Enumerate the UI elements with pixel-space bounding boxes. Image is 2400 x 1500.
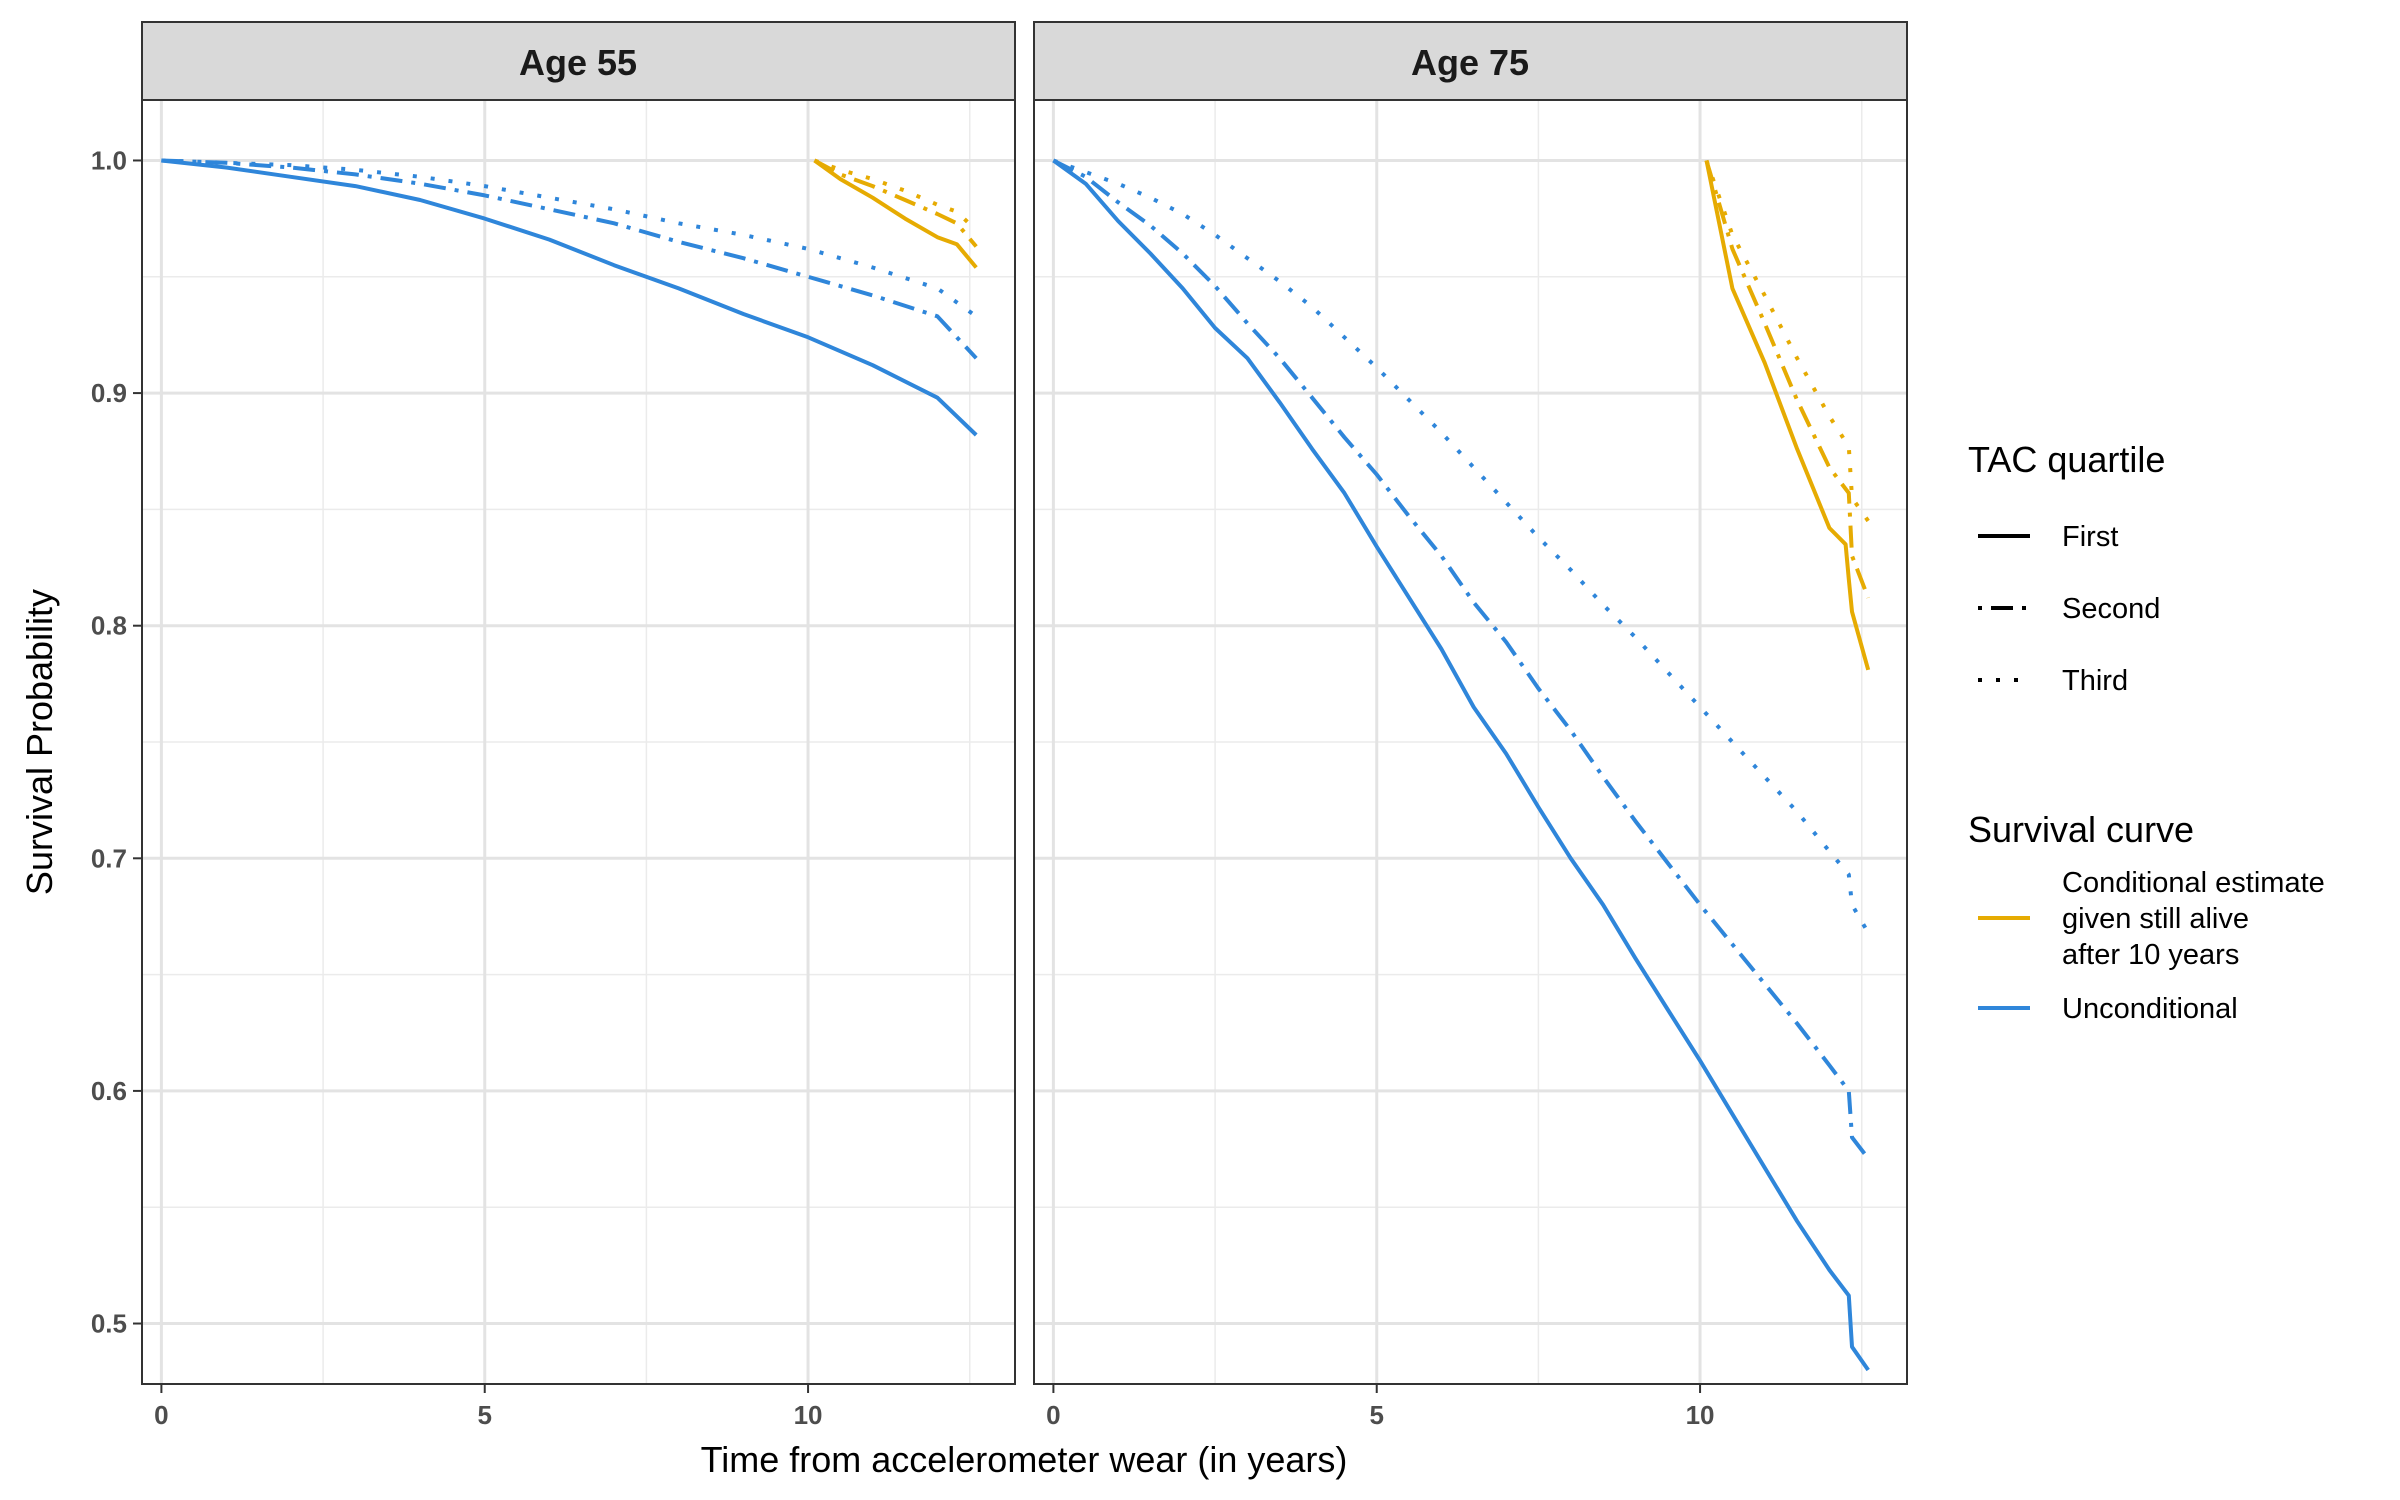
plot-border (141, 99, 1016, 1385)
plot-border (1033, 99, 1908, 1385)
series-line-conditional-first (1704, 160, 1871, 671)
legend-color-entries: Conditional estimate given still alive aft… (1978, 867, 2325, 1025)
y-axis-title: Survival Probability (19, 589, 60, 895)
x-tick-label: 5 (477, 1400, 491, 1430)
panel-age-55: Age 55 (141, 21, 1016, 1385)
legend-title-survival-curve: Survival curve (1968, 809, 2194, 850)
y-tick-label: 0.5 (91, 1309, 127, 1339)
x-axis-title: Time from accelerometer wear (in years) (701, 1439, 1348, 1480)
series-line-unconditional-first (1052, 158, 1870, 1372)
legend-label-conditional: given still alive (2062, 903, 2249, 935)
legend: TAC quartile First Second Third Survival c… (1968, 439, 2325, 1025)
y-tick-label: 0.6 (91, 1076, 127, 1106)
series-line-unconditional-second (161, 158, 978, 360)
y-tick-label: 0.9 (91, 378, 127, 408)
series-line-unconditional-second (1052, 158, 1870, 1160)
legend-label-first: First (2062, 521, 2118, 553)
x-tick-label: 10 (1686, 1400, 1715, 1430)
y-tick-label: 1.0 (91, 145, 127, 175)
series-line-conditional-second (1704, 159, 1871, 599)
x-tick-label: 10 (794, 1400, 823, 1430)
legend-title-tac-quartile: TAC quartile (1968, 439, 2165, 480)
legend-label-conditional: Conditional estimate (2062, 867, 2325, 899)
series-group (161, 158, 978, 437)
x-tick-label: 5 (1369, 1400, 1383, 1430)
series-line-conditional-second (813, 158, 978, 248)
x-tick-label: 0 (154, 1400, 168, 1430)
series-group (1052, 158, 1871, 1372)
gridlines (1034, 100, 1907, 1384)
x-axis-age-55: 0 5 10 (154, 1384, 823, 1430)
series-line-conditional-first (813, 158, 978, 269)
x-tick-label: 0 (1046, 1400, 1060, 1430)
legend-label-conditional: after 10 years (2062, 939, 2239, 971)
y-tick-label: 0.8 (91, 611, 127, 641)
legend-label-unconditional: Unconditional (2062, 993, 2238, 1025)
series-line-unconditional-first (161, 158, 978, 437)
y-axis: 0.5 0.6 0.7 0.8 0.9 1.0 (91, 145, 142, 1339)
legend-label-third: Third (2062, 665, 2128, 697)
y-tick-label: 0.7 (91, 843, 127, 873)
strip-title-age-55: Age 55 (519, 42, 637, 83)
strip-title-age-75: Age 75 (1411, 42, 1529, 83)
x-axis-age-75: 0 5 10 (1046, 1384, 1715, 1430)
panel-age-75: Age 75 (1033, 21, 1908, 1385)
legend-label-second: Second (2062, 593, 2160, 625)
strip-background (141, 21, 1016, 101)
strip-background (1033, 21, 1908, 101)
series-line-conditional-third (1704, 159, 1870, 523)
gridlines (142, 100, 1015, 1384)
legend-linetype-entries: First Second Third (1978, 521, 2160, 697)
